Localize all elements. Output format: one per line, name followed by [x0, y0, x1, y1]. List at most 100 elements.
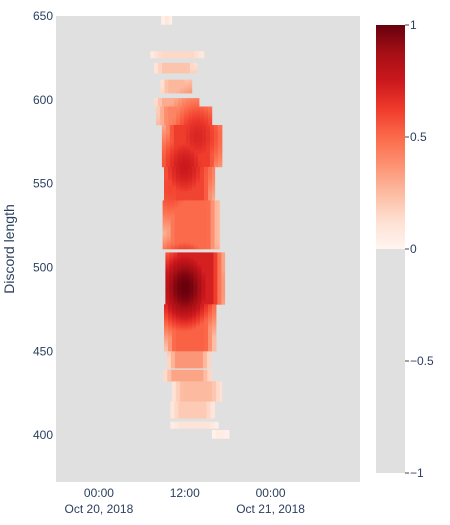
heatmap-cell: [162, 214, 167, 217]
heatmap-cell: [187, 395, 193, 398]
heatmap-cell: [176, 114, 181, 117]
heatmap-cell: [194, 425, 199, 428]
heatmap-cell: [172, 166, 177, 170]
heatmap-cell: [202, 425, 207, 428]
heatmap-cell: [176, 182, 181, 186]
heatmap-cell: [172, 81, 177, 84]
heatmap-cell: [166, 228, 171, 231]
heatmap-cell: [186, 224, 191, 227]
heatmap-cell: [177, 266, 182, 269]
heatmap-cell: [162, 220, 167, 223]
y-tick-label: 600: [33, 93, 53, 107]
heatmap-cell: [186, 214, 191, 217]
heatmap-cell: [188, 186, 193, 190]
heatmap-cell: [201, 155, 207, 158]
heatmap-cell: [194, 53, 199, 56]
heatmap-cell: [173, 159, 179, 162]
heatmap-cell: [200, 118, 205, 121]
heatmap-cell: [197, 294, 202, 297]
heatmap-cell: [163, 377, 168, 380]
heatmap-cell: [200, 346, 205, 349]
heatmap-cell: [168, 330, 173, 333]
heatmap-cell: [189, 296, 194, 299]
heatmap-cell: [169, 18, 173, 21]
heatmap-cell: [162, 228, 167, 231]
heatmap-cell: [169, 16, 173, 19]
heatmap-cell: [184, 310, 189, 313]
heatmap-cell: [180, 79, 185, 82]
heatmap-cell: [199, 393, 205, 396]
heatmap-cell: [177, 270, 182, 273]
heatmap-cell: [213, 274, 218, 277]
heatmap-cell: [170, 417, 175, 419]
heatmap-cell: [204, 328, 209, 331]
heatmap-cell: [216, 348, 217, 351]
heatmap-cell: [170, 421, 175, 424]
heatmap-cell: [204, 112, 209, 115]
heatmap-cell: [190, 238, 195, 241]
heatmap-cell: [202, 238, 207, 241]
heatmap-cell: [209, 137, 215, 140]
heatmap-cell: [201, 258, 206, 261]
heatmap-cell: [209, 157, 215, 160]
heatmap-cell: [176, 322, 181, 325]
heatmap-cell: [217, 266, 222, 269]
heatmap-cell: [161, 159, 167, 162]
heatmap-cell: [185, 296, 190, 299]
heatmap-cell: [176, 196, 181, 200]
heatmap-cell: [186, 403, 191, 406]
heatmap-cell: [190, 62, 195, 66]
heatmap-cell: [205, 300, 210, 303]
heatmap-cell: [212, 326, 217, 329]
heatmap-cell: [192, 320, 197, 323]
heatmap-cell: [194, 104, 199, 107]
heatmap-cell: [181, 290, 186, 293]
heatmap-cell: [213, 163, 219, 166]
heatmap-cell: [217, 270, 222, 273]
heatmap-cell: [207, 371, 212, 374]
heatmap-cell: [207, 381, 213, 384]
heatmap-cell: [202, 411, 207, 414]
heatmap-cell: [161, 157, 167, 160]
heatmap-cell: [203, 371, 208, 374]
heatmap-cell: [206, 220, 211, 223]
heatmap-cell: [198, 417, 203, 419]
heatmap-cell: [218, 230, 221, 233]
heatmap-cell: [201, 127, 207, 130]
heatmap-cell: [217, 290, 222, 293]
heatmap-cell: [194, 214, 199, 217]
heatmap-cell: [214, 248, 219, 250]
heatmap-cell: [193, 290, 198, 293]
heatmap-cell: [169, 127, 175, 130]
heatmap-cell: [154, 106, 159, 107]
colorbar: 10.50−0.5−1: [376, 18, 434, 480]
heatmap-cell: [176, 91, 181, 94]
heatmap-cell: [168, 114, 173, 117]
heatmap-cell: [168, 194, 173, 198]
heatmap-cell: [184, 320, 189, 323]
heatmap-cell: [217, 165, 223, 168]
heatmap-cell: [184, 166, 189, 170]
heatmap-cell: [189, 260, 194, 263]
heatmap-cell: [193, 276, 198, 279]
heatmap-cell: [188, 81, 193, 84]
heatmap-cell: [181, 139, 187, 142]
heatmap-cell: [170, 100, 175, 103]
heatmap-cell: [189, 127, 195, 130]
heatmap-cell: [178, 102, 183, 105]
heatmap-cell: [221, 252, 226, 255]
heatmap-cell: [176, 336, 181, 339]
heatmap-cell: [198, 230, 203, 233]
heatmap-cell: [164, 338, 169, 341]
heatmap-cell: [215, 391, 221, 394]
heatmap-cell: [174, 403, 179, 406]
heatmap-cell: [170, 102, 175, 105]
heatmap-cell: [173, 127, 179, 130]
heatmap-cell: [218, 218, 221, 221]
heatmap-cell: [216, 332, 217, 335]
heatmap-cell: [181, 298, 186, 301]
heatmap-cell: [176, 172, 181, 176]
heatmap-cell: [192, 118, 197, 121]
heatmap-cell: [176, 87, 181, 90]
heatmap-cell: [172, 350, 177, 352]
